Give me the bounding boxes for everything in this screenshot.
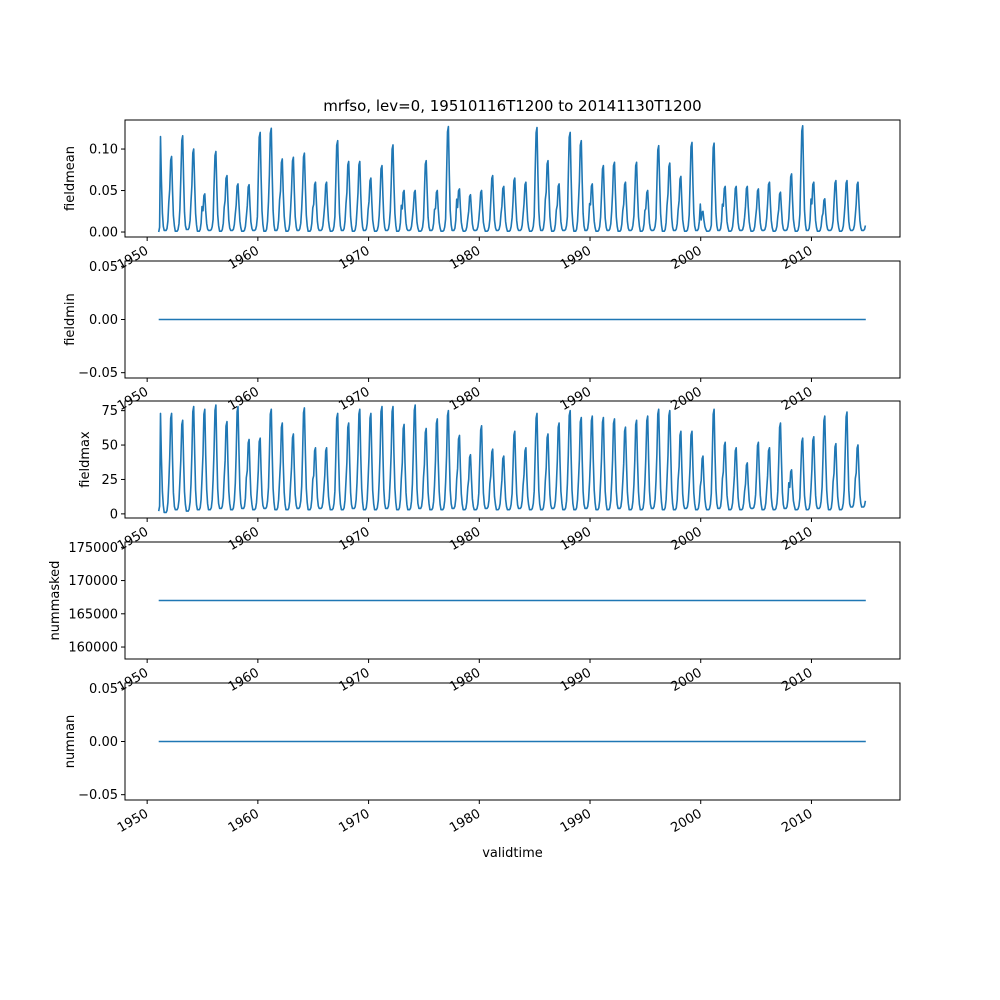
- y-axis-label: nummasked: [48, 561, 63, 641]
- y-tick-label: 0.05: [89, 260, 118, 275]
- axes-frame: [124, 400, 901, 519]
- x-tick-label: 2000: [669, 665, 705, 695]
- y-tick-label: 170000: [68, 574, 118, 589]
- x-tick-label: 1960: [226, 384, 262, 414]
- subplot-nummasked: 160000 165000 170000 175000 nummasked 1950 196…: [48, 541, 901, 695]
- x-tick-label: 2010: [779, 524, 815, 554]
- y-axis-label: fieldmean: [63, 146, 78, 211]
- x-tick-label: 1980: [447, 665, 483, 695]
- y-tick-label: 0.00: [89, 226, 118, 241]
- x-tick-label: 1960: [226, 243, 262, 273]
- y-axis-label: numnan: [63, 715, 78, 769]
- x-tick-label: 2010: [779, 384, 815, 414]
- y-axis-label: fieldmin: [63, 293, 78, 346]
- x-tick-label: 2010: [779, 665, 815, 695]
- y-tick-label: −0.05: [78, 366, 118, 381]
- x-tick-label: 2000: [669, 524, 705, 554]
- x-tick-label: 1970: [336, 384, 372, 414]
- chart-title: mrfso, lev=0, 19510116T1200 to 20141130T…: [323, 97, 701, 115]
- subplot-fieldmin: −0.05 0.00 0.05 fieldmin 1950 1960 1970 1980 199…: [63, 260, 901, 414]
- y-tick-label: 0.05: [89, 184, 118, 199]
- x-tick-label: 1960: [226, 524, 262, 554]
- x-tick-label: 1990: [558, 806, 594, 836]
- x-tick-label: 2000: [669, 384, 705, 414]
- y-tick-label: 160000: [68, 641, 118, 656]
- x-tick-label: 1960: [226, 806, 262, 836]
- y-tick-label: 0.05: [89, 682, 118, 697]
- x-tick-label: 1970: [336, 524, 372, 554]
- y-tick-label: 50: [101, 439, 118, 454]
- x-tick-label: 1950: [115, 665, 151, 695]
- axes-frame: [124, 119, 901, 238]
- subplot-stack: 0.00 0.05 0.10 fieldmean 1950 1960 1970 1980 199…: [48, 119, 901, 836]
- x-tick-label: 2000: [669, 243, 705, 273]
- x-tick-label: 1990: [558, 243, 594, 273]
- x-tick-label: 1950: [115, 524, 151, 554]
- y-tick-label: 0: [110, 507, 118, 522]
- series-line-fieldmax: [157, 404, 867, 514]
- x-tick-label: 1950: [115, 384, 151, 414]
- subplot-fieldmean: 0.00 0.05 0.10 fieldmean 1950 1960 1970 1980 199…: [63, 119, 901, 273]
- y-tick-label: 165000: [68, 607, 118, 622]
- x-tick-label: 1990: [558, 384, 594, 414]
- y-tick-label: −0.05: [78, 788, 118, 803]
- y-tick-label: 0.10: [89, 143, 118, 158]
- x-tick-label: 1980: [447, 243, 483, 273]
- x-tick-label: 1970: [336, 243, 372, 273]
- x-tick-label: 1980: [447, 384, 483, 414]
- y-tick-label: 75: [101, 404, 118, 419]
- y-axis-label: fieldmax: [78, 431, 93, 488]
- y-tick-label: 0.00: [89, 313, 118, 328]
- x-tick-label: 1990: [558, 665, 594, 695]
- x-tick-label: 1990: [558, 524, 594, 554]
- x-tick-label: 1950: [115, 806, 151, 836]
- axes-frame: [124, 541, 901, 660]
- subplot-fieldmax: 0 25 50 75 fieldmax 1950 1960 1970 1980 1990 2000 2…: [78, 400, 901, 554]
- x-axis-label: validtime: [482, 846, 543, 861]
- y-tick-label: 25: [101, 473, 118, 488]
- subplot-numnan: −0.05 0.00 0.05 numnan 1950 1960 1970 1980 1990 2…: [63, 682, 901, 836]
- series-line-fieldmean: [157, 125, 867, 233]
- x-tick-label: 2010: [779, 243, 815, 273]
- y-tick-label: 0.00: [89, 735, 118, 750]
- x-tick-label: 1950: [115, 243, 151, 273]
- x-tick-label: 1970: [336, 806, 372, 836]
- x-tick-label: 1970: [336, 665, 372, 695]
- x-tick-label: 1980: [447, 524, 483, 554]
- x-tick-label: 1980: [447, 806, 483, 836]
- x-tick-label: 1960: [226, 665, 262, 695]
- x-tick-label: 2000: [669, 806, 705, 836]
- x-tick-label: 2010: [779, 806, 815, 836]
- y-tick-label: 175000: [68, 541, 118, 556]
